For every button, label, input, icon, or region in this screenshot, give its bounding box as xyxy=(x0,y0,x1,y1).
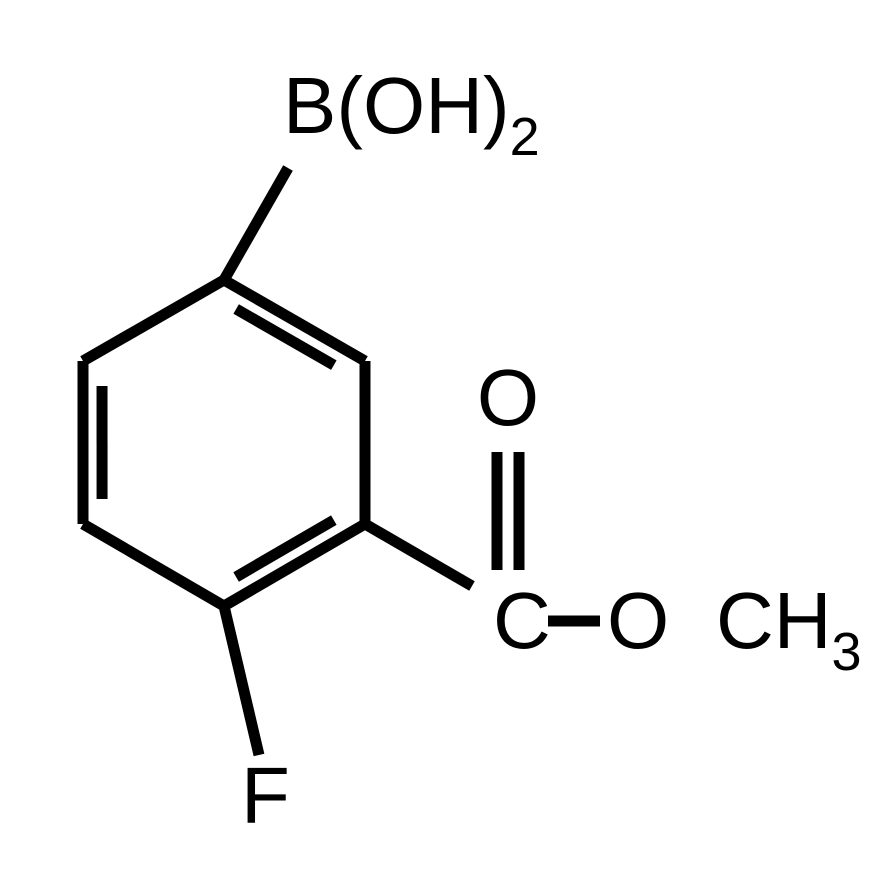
svg-text:O: O xyxy=(607,576,669,665)
svg-text:C: C xyxy=(493,576,551,665)
svg-text:B(OH)2: B(OH)2 xyxy=(283,61,540,167)
svg-text:F: F xyxy=(241,751,290,840)
svg-text:O: O xyxy=(477,353,539,442)
chemical-structure-svg: B(OH)2OCOCH3F xyxy=(0,0,890,890)
svg-text:CH3: CH3 xyxy=(716,576,862,682)
